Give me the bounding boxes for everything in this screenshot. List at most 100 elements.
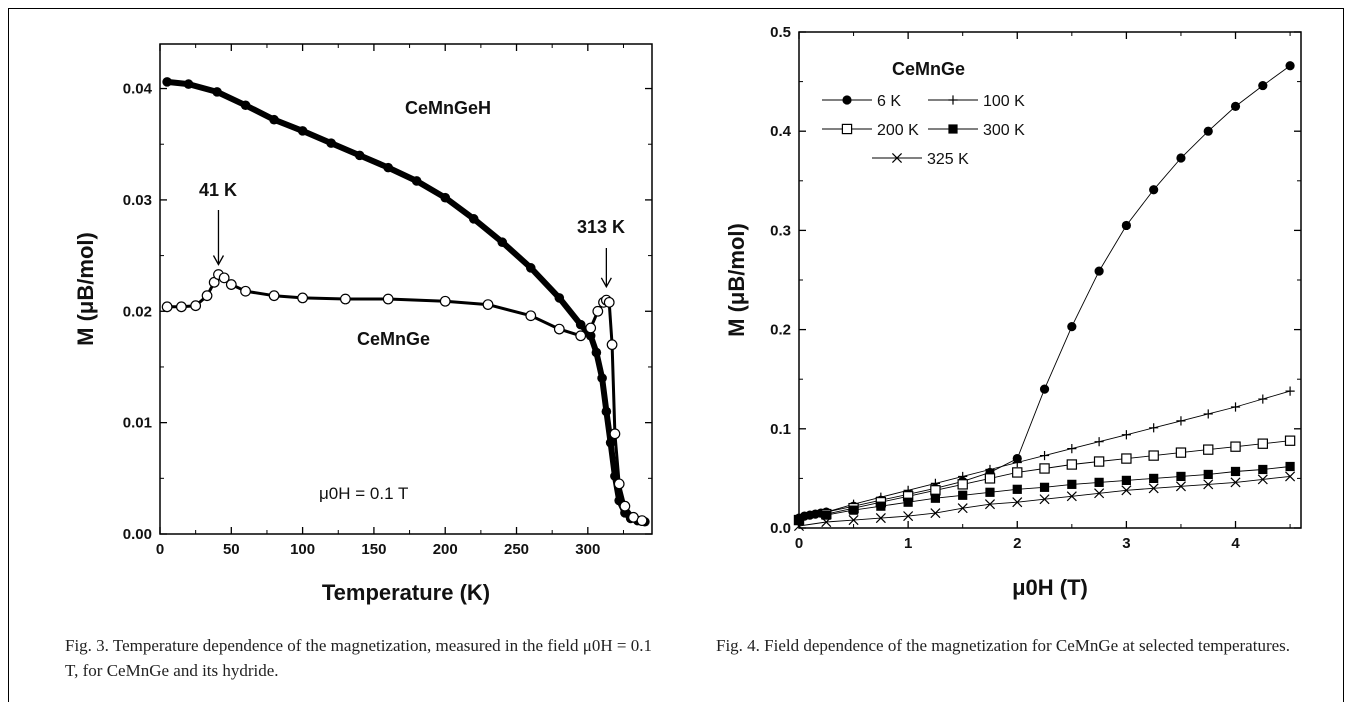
x-tick-label: 3 [1122,535,1130,552]
data-point-CeMnGe [619,500,631,512]
data-point-CeMnGeH [597,373,607,383]
legend-marker-6K [842,95,852,105]
data-point-CeMnGe [636,515,648,527]
figure-3-chart: 0 50 100 150 200 250 300 0.00 0.01 0.02 0.03 0.04 Te… [73,43,653,605]
y-tick-label: 0.2 [770,322,791,339]
data-point-325K [930,508,941,519]
data-point-CeMnGeH [575,319,586,330]
data-point-300K [1012,484,1022,494]
data-point-300K [794,515,804,525]
data-point-200K [957,479,968,490]
data-point-CeMnGeH [591,347,602,358]
x-tick-label: 200 [433,541,458,558]
data-point-325K [1203,479,1214,490]
data-point-325K [1257,474,1268,485]
data-point-CeMnGeH [354,150,365,161]
data-point-CeMnGe [218,272,230,284]
data-point-325K [875,513,886,524]
data-point-6K [1067,322,1077,332]
data-point-200K [1039,463,1050,474]
x-axis-label: μ0H (T) [1012,575,1088,600]
legend-marker-200K [841,123,853,135]
data-point-CeMnGe [268,290,280,302]
data-point-325K [1094,488,1105,499]
data-point-CeMnGe [175,301,187,313]
data-point-325K [903,511,914,522]
legend-title: CeMnGe [892,59,965,79]
data-point-325K [821,517,832,528]
data-point-200K [1121,453,1132,464]
data-point-CeMnGeH [411,176,422,186]
data-point-6K [1203,126,1213,136]
data-point-CeMnGe [609,428,621,440]
data-point-325K [1121,485,1132,496]
data-point-325K [1285,471,1296,482]
x-axis-label: Temperature (K) [322,580,490,605]
data-point-CeMnGe [201,290,213,302]
data-point-CeMnGeH [605,437,616,448]
annotation-313K: 313 K [577,217,625,237]
data-point-300K [848,505,859,515]
data-point-300K [1149,473,1159,483]
data-point-300K [958,490,968,500]
data-point-300K [1094,477,1104,487]
data-point-CeMnGeH [554,293,565,303]
data-point-CeMnGe [575,330,587,342]
series-line-300K [798,466,1291,521]
data-point-100K [1149,423,1159,433]
data-point-200K [1093,456,1105,467]
data-point-6K [1094,266,1104,276]
series-label-CeMnGeH: CeMnGeH [405,98,491,118]
data-point-CeMnGeH [525,263,536,273]
figure-frame [8,8,1344,702]
data-point-6K [1285,61,1295,71]
data-point-CeMnGeH [212,87,222,97]
data-point-325K [1175,481,1186,492]
legend-marker-325K [891,152,903,164]
x-tick-label: 1 [904,535,912,552]
data-point-300K [1039,482,1050,492]
data-point-325K [957,503,968,514]
legend: CeMnGe 6 K 100 K 200 K 300 K 325 K [822,59,1025,168]
data-point-100K [1067,444,1077,454]
data-point-CeMnGe [606,339,618,351]
data-point-CeMnGeH [497,237,508,248]
x-tick-label: 0 [795,535,803,552]
x-tick-label: 300 [575,541,600,558]
data-point-CeMnGe [382,293,394,305]
data-point-100K [1203,409,1213,419]
legend-label-325K: 325 K [927,151,969,168]
data-point-200K [1203,444,1214,455]
data-point-300K [876,501,886,511]
data-point-200K [1012,467,1023,478]
data-point-200K [1257,438,1269,449]
data-point-CeMnGe [190,300,202,312]
y-tick-label: 0.02 [123,303,152,320]
data-point-CeMnGeH [269,114,279,125]
figure-4-chart: 0 1 2 3 4 0.0 0.1 0.2 0.3 0.4 0.5 μ0H (T) M (μB/mol)… [724,24,1302,600]
data-point-100K [1012,457,1022,468]
y-tick-label: 0.1 [770,421,791,438]
data-point-300K [1067,479,1077,489]
data-point-300K [985,487,995,497]
data-point-300K [821,510,831,520]
legend-label-200K: 200 K [877,122,919,139]
y-tick-label: 0.0 [770,520,791,537]
data-point-CeMnGeH [240,100,251,111]
data-point-100K [1230,402,1241,412]
plot-frame [798,31,1302,529]
data-point-CeMnGe [603,296,615,308]
data-point-300K [903,497,913,507]
series-label-CeMnGe: CeMnGe [357,329,430,349]
x-tick-label: 100 [290,541,315,558]
data-point-CeMnGeH [383,162,393,173]
data-point-200K [1175,447,1187,458]
data-point-325K [793,520,805,532]
data-point-CeMnGeH [326,138,336,148]
data-point-6K [1149,185,1159,195]
data-point-CeMnGeH [601,406,612,417]
data-point-CeMnGeH [183,79,194,89]
data-point-CeMnGe [553,323,565,335]
data-point-325K [1039,494,1050,505]
